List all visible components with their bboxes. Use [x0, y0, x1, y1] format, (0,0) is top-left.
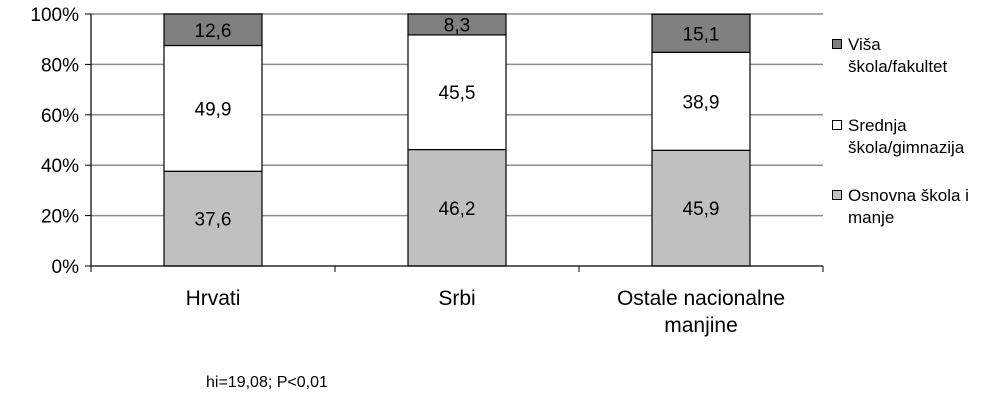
data-label: 8,3 [444, 15, 470, 36]
bar-segment [163, 44, 263, 172]
data-label: 37,6 [195, 210, 232, 231]
legend-entry: Viša škola/fakultet [832, 34, 1004, 78]
x-tick-label: Ostale nacionalne manjine [617, 287, 785, 337]
legend-label: škola/fakultet [848, 57, 948, 76]
bar-segment [651, 51, 751, 151]
data-label: 49,9 [195, 99, 232, 120]
data-label: 12,6 [195, 21, 232, 42]
x-tick-label: Srbi [438, 287, 475, 310]
data-label: 15,1 [683, 24, 720, 45]
bar-segment [407, 148, 507, 267]
bar-segment [163, 170, 263, 267]
y-tick-label: 60% [41, 106, 79, 127]
legend-label: škola/gimnazija [848, 138, 965, 157]
chart-legend: Viša škola/fakultet Srednja škola/gimnazija… [832, 34, 1004, 255]
bar-segment [651, 149, 751, 267]
data-label: 46,2 [439, 199, 476, 220]
y-tick-label: 80% [41, 55, 79, 76]
x-tick-label: Hrvati [186, 287, 241, 310]
legend-label: Viša [848, 35, 881, 54]
y-tick-label: 40% [41, 156, 79, 177]
y-tick-label: 100% [30, 5, 79, 26]
data-label: 38,9 [683, 92, 720, 113]
data-label: 45,5 [439, 83, 476, 104]
legend-entry: Srednja škola/gimnazija [832, 115, 1004, 159]
legend-label: Srednja [848, 116, 907, 135]
data-label: 45,9 [683, 199, 720, 220]
chi-square-footnote: hi=19,08; P<0,01 [206, 374, 328, 391]
legend-swatch [832, 39, 842, 49]
legend-label: manje [848, 208, 895, 227]
bar-segment [163, 13, 263, 47]
legend-swatch [832, 120, 842, 130]
legend-label: Osnovna škola i [848, 186, 969, 205]
legend-swatch [832, 190, 842, 200]
legend-entry: Osnovna škola i manje [832, 185, 1004, 229]
y-tick-label: 0% [52, 257, 80, 278]
bar-segment [651, 13, 751, 53]
bar-segment [407, 34, 507, 151]
y-tick-label: 20% [41, 207, 79, 228]
bar-segment [407, 13, 507, 36]
